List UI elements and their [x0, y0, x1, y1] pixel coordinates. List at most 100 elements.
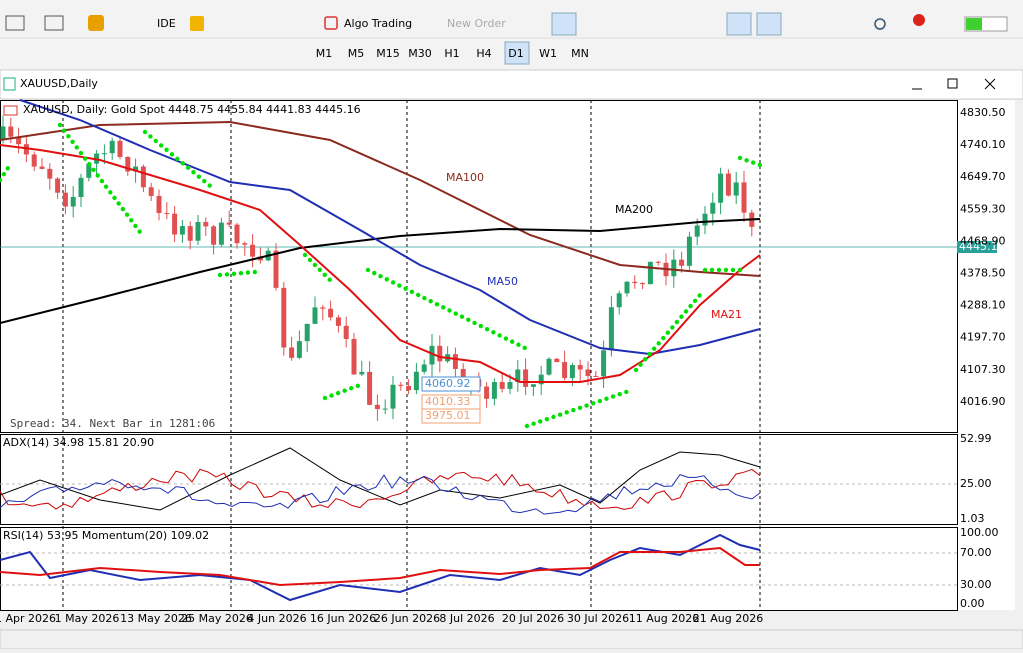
sar-dot	[624, 389, 629, 395]
candle-body	[101, 153, 107, 155]
window-titlebar	[0, 69, 1023, 100]
candle-body	[601, 350, 607, 377]
candle-body	[304, 323, 310, 342]
timeframe-button[interactable]: W1	[539, 47, 557, 60]
sar-dot	[737, 267, 743, 273]
new-order-button[interactable]: New Order	[447, 17, 506, 30]
sar-dot	[403, 286, 408, 291]
date-label: 4 Jun 2026	[247, 612, 306, 625]
candle-body	[39, 166, 45, 169]
sar-dot	[91, 167, 96, 173]
icon[interactable]	[88, 15, 104, 31]
candle-body	[351, 338, 357, 375]
sar-dot	[349, 386, 354, 391]
timeframe-button[interactable]: H1	[444, 47, 459, 60]
candle-body	[172, 213, 178, 235]
timeframe-button[interactable]: M15	[376, 47, 400, 60]
candle-body	[491, 382, 497, 399]
timeframe-button[interactable]: H4	[476, 47, 491, 60]
adx-main	[0, 447, 761, 511]
sar-dot	[142, 129, 148, 135]
candle-body	[585, 369, 591, 376]
sar-dot	[148, 134, 153, 139]
sar-dot	[158, 143, 164, 148]
adx-plus-di	[0, 468, 761, 510]
sar-dot	[66, 134, 71, 139]
sar-dot	[679, 314, 684, 319]
maximize[interactable]	[947, 78, 958, 89]
candle-body	[406, 385, 412, 391]
icon[interactable]	[5, 15, 25, 31]
algo-icon[interactable]	[324, 16, 338, 30]
candle-body	[312, 307, 318, 324]
candle-body	[211, 226, 217, 245]
candle-body	[616, 293, 622, 308]
icon[interactable]	[44, 15, 64, 31]
candle-body	[23, 144, 29, 155]
rsi-label: RSI(14) 53.95 Momentum(20) 109.02	[3, 529, 209, 542]
shift[interactable]	[756, 12, 782, 36]
sar-dot	[108, 190, 113, 195]
sar-dot	[665, 330, 671, 335]
sar-dot	[584, 403, 589, 408]
sar-dot	[751, 160, 756, 165]
timeframe-button[interactable]: MN	[571, 47, 589, 60]
price-axis-label: 4468.90	[960, 234, 1006, 247]
sar-dot	[409, 289, 415, 295]
timeframe-active	[504, 41, 530, 65]
candle-body	[608, 307, 614, 351]
sar-dot	[744, 158, 749, 163]
rsi-axis-label: 0.00	[960, 597, 985, 610]
sar-dot	[180, 161, 185, 166]
sar-dot	[70, 139, 75, 145]
adx-label: ADX(14) 34.98 15.81 20.90	[3, 436, 154, 449]
candle-body	[632, 281, 638, 284]
sar-dot	[692, 298, 698, 303]
sar-dot	[522, 345, 527, 351]
sar-dot	[415, 292, 421, 298]
sar-dot	[202, 178, 207, 184]
algo-trading-button[interactable]: Algo Trading	[344, 17, 412, 30]
candle-body	[694, 225, 700, 237]
panel-borders	[0, 100, 958, 611]
candle-body	[671, 259, 677, 277]
sar-dot	[447, 308, 452, 313]
timeframe-button[interactable]: M1	[316, 47, 333, 60]
close[interactable]	[984, 78, 996, 90]
candle-body	[577, 365, 583, 370]
candle-body	[226, 222, 232, 225]
icon[interactable]	[190, 16, 204, 31]
candle-body	[382, 408, 388, 410]
candle-body	[109, 140, 115, 154]
candle-body	[359, 371, 365, 375]
timeframe-button[interactable]: D1	[508, 47, 523, 60]
adx-axis-label: 1.03	[960, 512, 985, 525]
sar-dot	[453, 311, 458, 316]
timeframe-button[interactable]: M30	[408, 47, 432, 60]
sar-dot	[397, 283, 402, 288]
order-level-box	[421, 376, 481, 392]
sar-dot	[231, 271, 237, 277]
sar-dot	[491, 330, 496, 335]
autoscroll[interactable]	[726, 12, 752, 36]
sar-dot	[661, 335, 666, 341]
candle-body	[702, 213, 708, 226]
date-label: 20 Jul 2026	[502, 612, 564, 625]
sar-dot	[355, 383, 361, 389]
ide-button[interactable]: IDE	[157, 17, 176, 30]
candle-body	[733, 182, 739, 196]
sar-dot	[647, 351, 652, 357]
notification-badge[interactable]	[913, 14, 925, 26]
sar-dot	[656, 341, 661, 346]
sar-dot	[342, 388, 347, 393]
sar-dot	[74, 145, 79, 150]
candle-body	[562, 362, 568, 379]
sar-dot	[564, 410, 569, 415]
candle-body	[390, 384, 396, 409]
search[interactable]	[874, 18, 886, 30]
chart-type-active[interactable]	[551, 12, 577, 36]
sar-dot	[129, 218, 134, 223]
sar-dot	[317, 267, 323, 273]
candle-body	[234, 224, 240, 244]
timeframe-button[interactable]: M5	[348, 47, 365, 60]
